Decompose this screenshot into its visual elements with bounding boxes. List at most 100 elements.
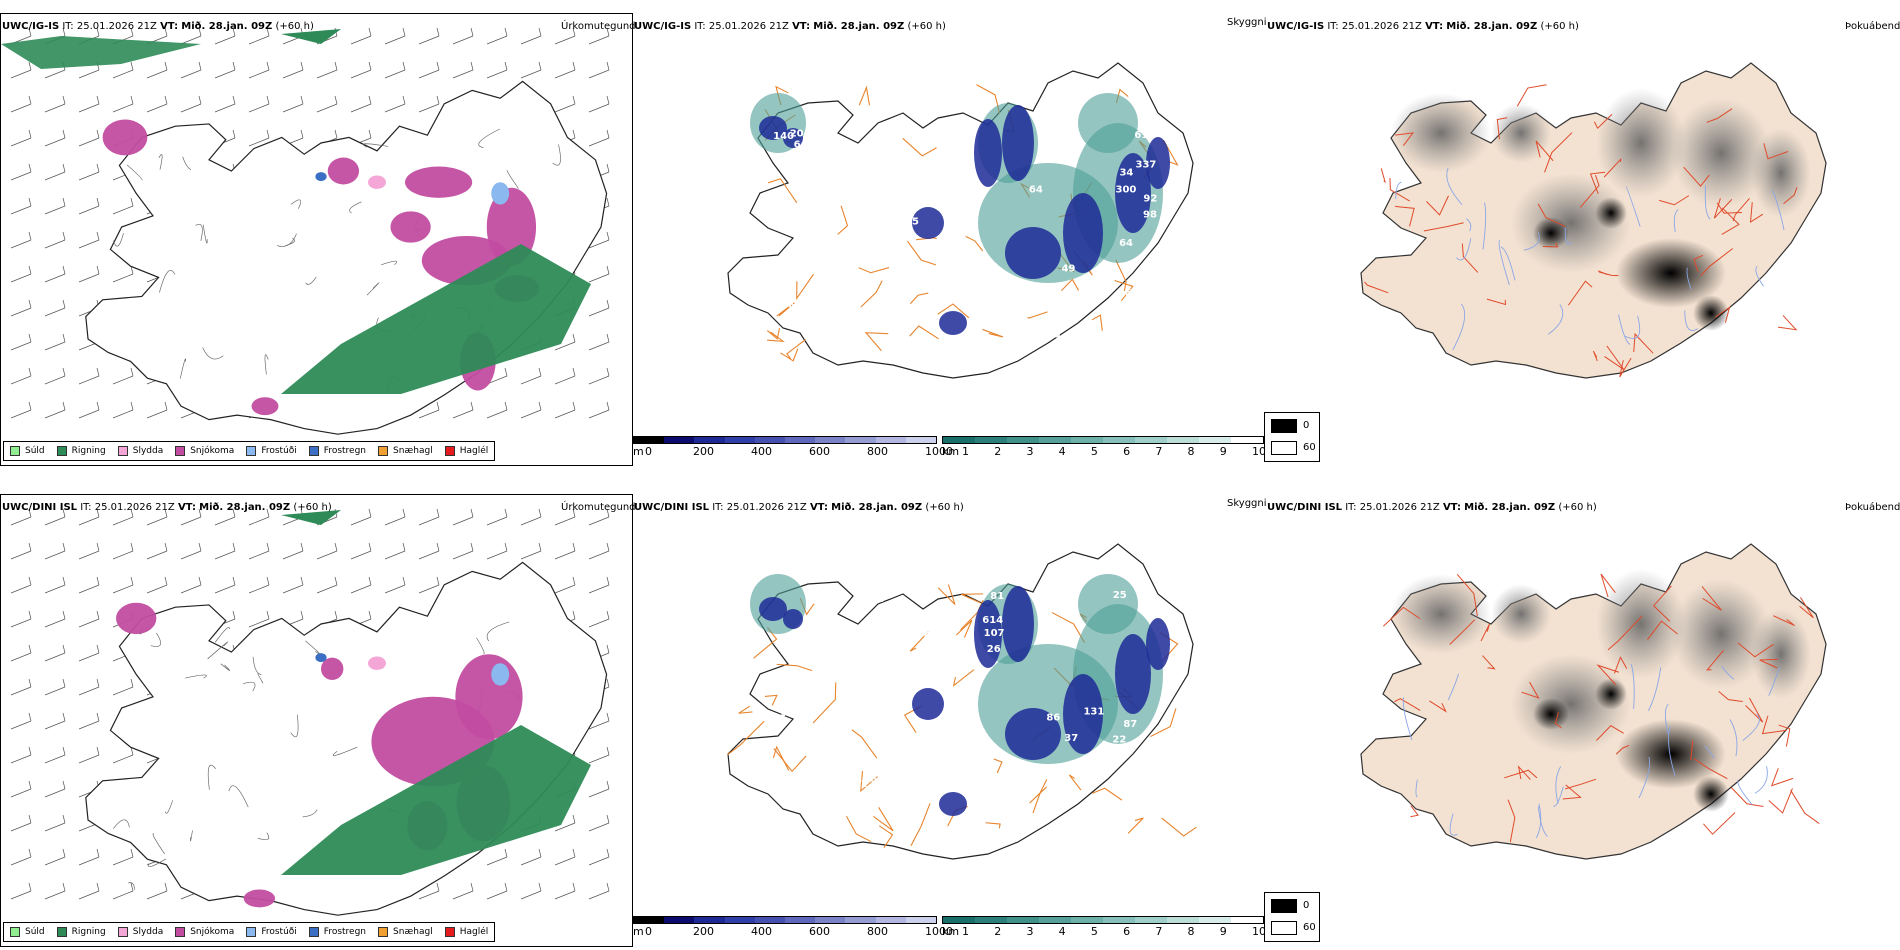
wind-barb xyxy=(588,610,610,628)
ceiling-tick-label: 0 xyxy=(645,445,652,458)
wind-barb-flag xyxy=(232,129,236,139)
visibility-colorbar-swatch xyxy=(943,917,975,923)
wind-barb-flag xyxy=(504,367,508,377)
wind-barb xyxy=(384,61,406,79)
road-line xyxy=(1761,715,1787,735)
wind-barb xyxy=(44,882,66,900)
wind-barb-shaft xyxy=(180,550,202,560)
dense-fog-area xyxy=(1693,776,1729,812)
visibility-tick-label: 7 xyxy=(1155,925,1163,938)
ceiling-colorbar-swatch xyxy=(694,917,725,923)
road-line xyxy=(1773,615,1795,627)
wind-barb xyxy=(418,61,440,79)
wind-barb-flag xyxy=(504,542,508,552)
wind-barb-shaft xyxy=(146,890,168,900)
wind-barb-flag xyxy=(606,814,610,824)
visibility-panel-name-bottom: Skyggni xyxy=(1227,498,1267,509)
dense-fog-area xyxy=(1533,698,1569,730)
wind-barb-shaft xyxy=(282,584,304,594)
wind-barb-shaft xyxy=(350,69,372,79)
wind-barb-flag xyxy=(368,610,372,620)
wind-barb-flag xyxy=(232,610,236,620)
precip-legend-swatch xyxy=(246,446,257,456)
road-line xyxy=(1092,787,1123,801)
wind-barb-shaft xyxy=(418,550,440,560)
road-line xyxy=(1565,778,1597,790)
wind-barb-flag xyxy=(62,882,66,892)
visibility-map-bottom: 67 64 87 22 37 46 52 81 70 81 12 107 75 86 87 26 95 51 25 7… xyxy=(726,543,1197,860)
wind-barb-shaft xyxy=(350,35,372,45)
wind-barb xyxy=(112,401,134,419)
low-ceiling-area xyxy=(759,597,787,621)
low-ceiling-area xyxy=(1063,193,1103,273)
ceiling-tick-label: 200 xyxy=(693,925,714,938)
wind-barb xyxy=(10,231,32,249)
wind-barb xyxy=(554,814,576,832)
fog-index-area xyxy=(1391,93,1491,173)
wind-barb-shaft xyxy=(10,754,32,764)
wind-barb xyxy=(44,746,66,764)
road-line xyxy=(1652,585,1672,622)
wind-barb-shaft xyxy=(44,69,66,79)
road-line xyxy=(165,800,174,814)
road-line xyxy=(961,593,983,604)
wind-barb-flag xyxy=(96,712,100,722)
snow-area xyxy=(251,397,279,416)
wind-barb-flag xyxy=(402,542,406,552)
wind-barb-shaft xyxy=(44,686,66,696)
visibility-colorbar-swatch xyxy=(943,437,975,443)
wind-barb-shaft xyxy=(588,239,610,249)
road-line xyxy=(956,619,973,638)
wind-barb-shaft xyxy=(554,409,576,419)
precip-legend-label: Slydda xyxy=(132,446,164,456)
wind-barb xyxy=(452,27,474,45)
wind-barb-flag xyxy=(334,95,338,105)
wind-barb-flag xyxy=(436,27,440,37)
low-ceiling-area xyxy=(1002,586,1034,662)
visibility-colorbar-top: km 1 2 3 4 5 6 7 8 9 10 xyxy=(942,436,1266,460)
visibility-colorbar-swatch xyxy=(1071,437,1103,443)
road-line xyxy=(726,720,765,756)
wind-barb xyxy=(10,610,32,628)
wind-barb-flag xyxy=(62,163,66,173)
dense-fog-area xyxy=(1595,197,1627,229)
wind-barb-shaft xyxy=(10,137,32,147)
precip-legend-label: Rigning xyxy=(71,446,106,456)
wind-barb-flag xyxy=(28,197,32,207)
wind-barb xyxy=(10,882,32,900)
wind-barb-shaft xyxy=(384,35,406,45)
river-line xyxy=(1704,745,1715,759)
wind-barb-shaft xyxy=(316,550,338,560)
wind-barb-flag xyxy=(266,508,270,518)
road-line xyxy=(1693,758,1728,780)
wind-barb-shaft xyxy=(588,788,610,798)
road-line xyxy=(902,137,937,157)
wind-barb-shaft xyxy=(486,550,508,560)
rain-band-small xyxy=(281,29,341,44)
visibility-tick-label: 1 xyxy=(962,445,969,458)
ceiling-value-label: 74 xyxy=(1008,332,1022,343)
wind-barb-flag xyxy=(28,712,32,722)
wind-barb-flag xyxy=(334,61,338,71)
road-line xyxy=(1394,698,1421,711)
road-line xyxy=(126,164,143,181)
wind-barb-flag xyxy=(606,61,610,71)
wind-barb-shaft xyxy=(44,618,66,628)
road-line xyxy=(366,282,380,296)
wind-barb xyxy=(44,780,66,798)
precip-legend-item: Súld xyxy=(10,927,45,937)
wind-barb xyxy=(10,746,32,764)
ceiling-value-label: 64 xyxy=(1029,184,1043,195)
road-line xyxy=(1115,259,1127,292)
wind-barb xyxy=(146,95,168,113)
precip-legend-label: Snæhagl xyxy=(393,927,433,937)
low-ceiling-area xyxy=(939,792,967,816)
wind-barb-shaft xyxy=(554,584,576,594)
wind-barb-flag xyxy=(334,576,338,586)
wind-barb xyxy=(44,814,66,832)
ceiling-value-label: 19 xyxy=(831,234,845,245)
wind-barb-shaft xyxy=(10,341,32,351)
precip-panel-bottom: Súld Rigning Slydda Snjókoma Frostúði Frostre… xyxy=(0,494,633,947)
river-line xyxy=(1684,310,1698,332)
wind-barb xyxy=(520,542,542,560)
